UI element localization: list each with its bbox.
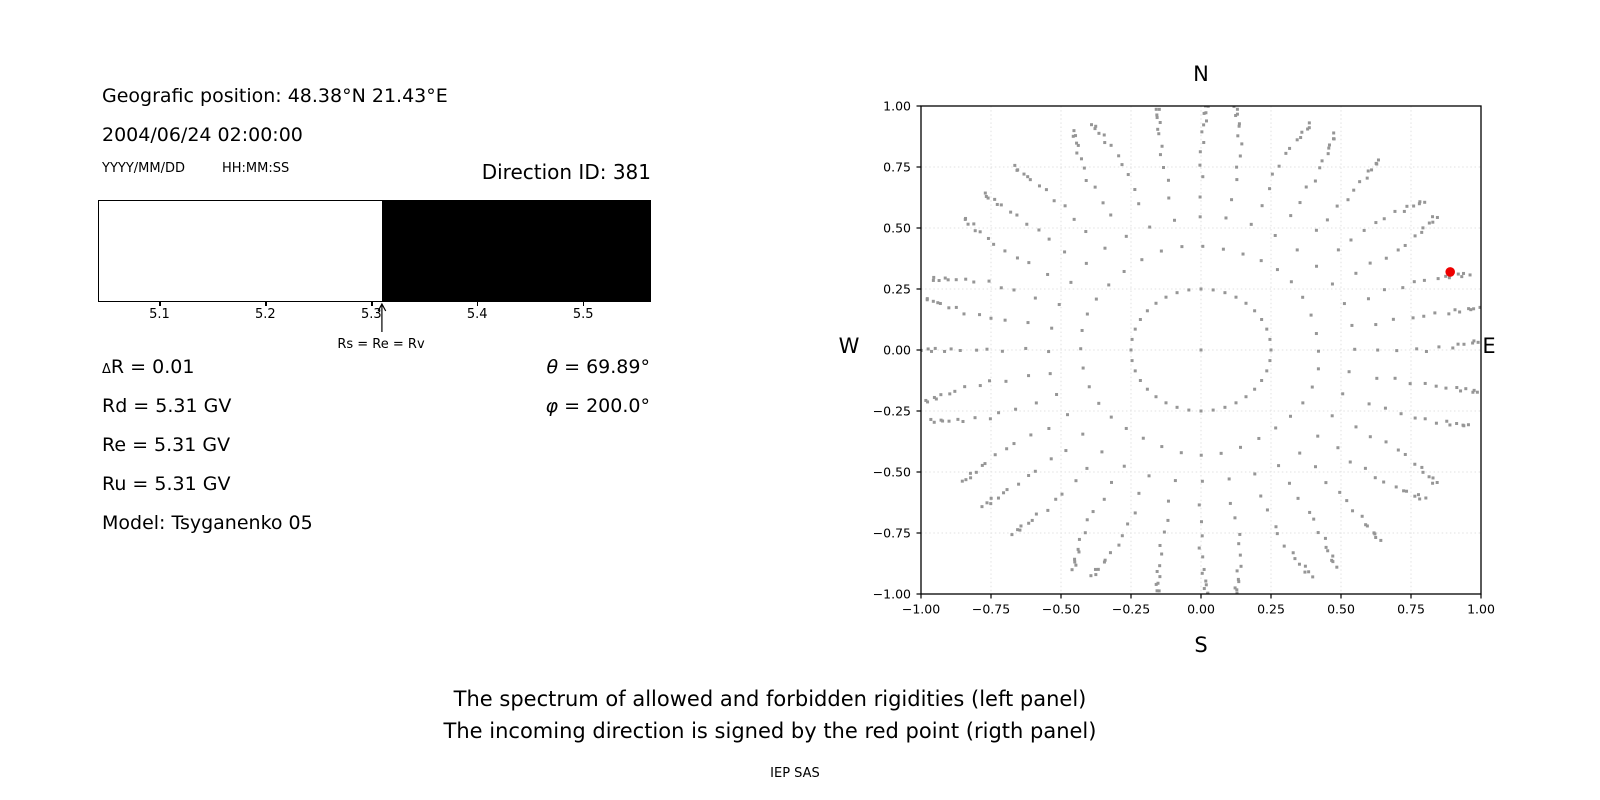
plot-axis-tick-labels: −1.00 −0.75 −0.50 −0.25 0.00 0.25 0.50 0.75 1.00… (873, 99, 1495, 617)
x-tick-label: −0.75 (972, 602, 1010, 617)
x-tick-label: 0.00 (1187, 602, 1215, 617)
y-tick-label: −0.50 (873, 465, 911, 480)
rigidity-spectrum-bar: 5.1 5.2 5.3 5.4 5.5 (98, 200, 651, 322)
info-line-text: Rd = 5.31 GV (102, 395, 232, 417)
y-tick-label: 0.00 (883, 343, 911, 358)
asymptotic-direction-dots (921, 106, 1481, 594)
info-line: ΔR = 0.01 (102, 356, 194, 378)
plot-axis-ticks (916, 105, 1482, 599)
compass-labels: N S W E (839, 62, 1496, 657)
y-tick-label: 1.00 (883, 99, 911, 114)
angle-symbol: θ (546, 356, 559, 378)
spectrum-tick (265, 302, 267, 306)
x-tick-label: 0.75 (1397, 602, 1425, 617)
geographic-position-text: Geografic position: 48.38°N 21.43°E (102, 85, 448, 107)
info-line-text: Re = 5.31 GV (102, 434, 231, 456)
y-tick-label: 0.25 (883, 282, 911, 297)
angle-line: φ = 200.0° (546, 395, 650, 417)
spectrum-segment-forbidden (381, 200, 651, 302)
info-line: Rd = 5.31 GV (102, 395, 231, 417)
spectrum-tick-label: 5.2 (255, 307, 276, 322)
x-tick-label: 0.25 (1257, 602, 1285, 617)
datetime-text: 2004/06/24 02:00:00 (102, 124, 303, 146)
compass-south-label: S (1194, 633, 1207, 657)
info-line: Ru = 5.31 GV (102, 473, 230, 495)
y-tick-label: −0.75 (873, 526, 911, 541)
x-tick-label: −0.50 (1042, 602, 1080, 617)
x-tick-label: 1.00 (1467, 602, 1495, 617)
y-tick-label: 0.50 (883, 221, 911, 236)
arrow-annotation-label: Rs = Re = Rv (337, 337, 425, 352)
compass-west-label: W (839, 334, 860, 358)
spectrum-tick (477, 302, 479, 306)
info-line-text: R = 0.01 (110, 356, 195, 378)
spectrum-tick (583, 302, 585, 306)
spectrum-tick (159, 302, 161, 306)
y-tick-label: 0.75 (883, 160, 911, 175)
angle-symbol: φ (545, 395, 559, 417)
compass-east-label: E (1482, 334, 1495, 358)
rigidity-arrow (377, 302, 387, 332)
angle-value: = 69.89° (558, 356, 650, 378)
spectrum-tick-label: 5.1 (149, 307, 170, 322)
angle-line: θ = 69.89° (546, 356, 650, 378)
incoming-direction-point (1445, 267, 1455, 277)
spectrum-tick (371, 302, 373, 306)
x-tick-label: −1.00 (902, 602, 940, 617)
info-line: Model: Tsyganenko 05 (102, 512, 313, 534)
x-tick-label: 0.50 (1327, 602, 1355, 617)
spectrum-tick-label: 5.4 (466, 307, 488, 322)
date-format-label: YYYY/MM/DD (102, 161, 185, 176)
caption-line-1: The spectrum of allowed and forbidden ri… (453, 687, 1087, 711)
time-format-label: HH:MM:SS (222, 161, 290, 176)
info-line: Re = 5.31 GV (102, 434, 230, 456)
angle-value: = 200.0° (558, 395, 650, 417)
compass-north-label: N (1193, 62, 1209, 86)
y-tick-label: −0.25 (873, 404, 911, 419)
info-line-text: Ru = 5.31 GV (102, 473, 231, 495)
credit-text: IEP SAS (770, 766, 820, 781)
x-tick-label: −0.25 (1112, 602, 1150, 617)
spectrum-segment-allowed (98, 200, 382, 302)
delta-symbol: Δ (102, 362, 111, 377)
spectrum-tick-label: 5.5 (572, 307, 594, 322)
info-line-text: Model: Tsyganenko 05 (102, 512, 313, 534)
caption-line-2: The incoming direction is signed by the … (443, 719, 1097, 743)
spectrum-tick-label: 5.3 (360, 307, 382, 322)
y-tick-label: −1.00 (873, 587, 911, 602)
direction-id-text: Direction ID: 381 (481, 160, 651, 184)
